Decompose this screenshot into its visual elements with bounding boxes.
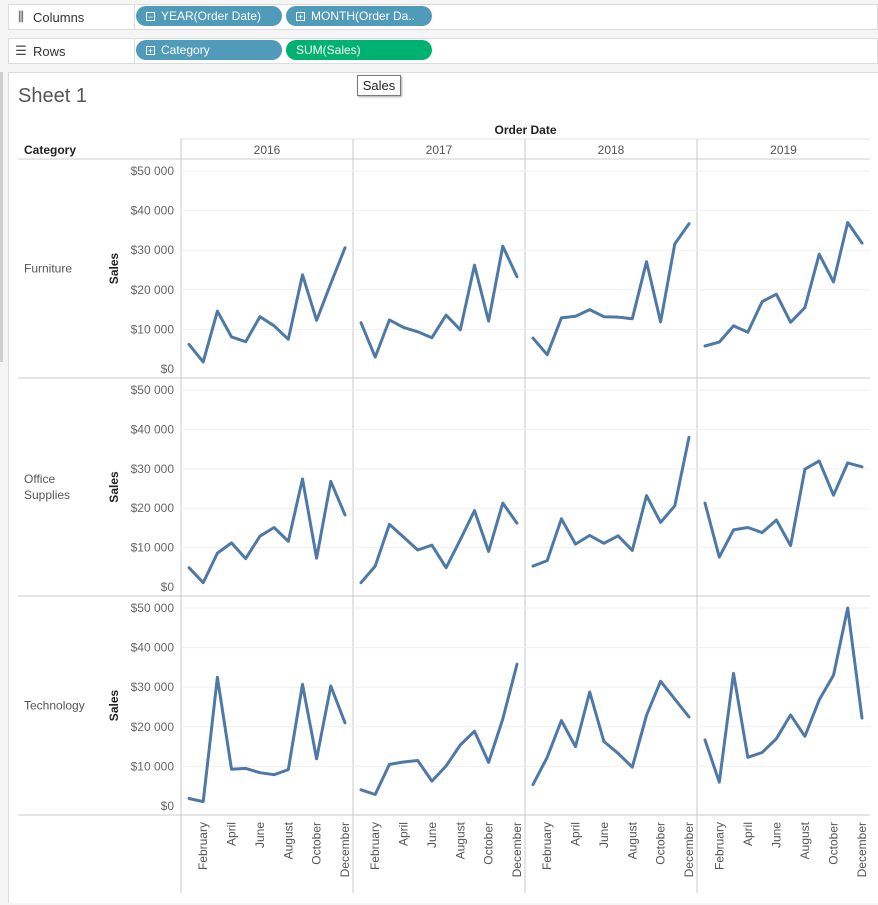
y-axis-title: Sales — [107, 689, 121, 721]
y-tick-label: $30 000 — [131, 462, 175, 476]
x-tick-label: February — [712, 822, 726, 870]
x-tick-label: June — [253, 822, 267, 848]
y-tick-label: $20 000 — [131, 283, 175, 297]
x-tick-label: April — [569, 822, 583, 846]
pill-year-order-date[interactable]: − YEAR(Order Date) — [136, 6, 282, 26]
x-tick-label: August — [281, 821, 295, 859]
sales-line-office-supplies-2019 — [703, 459, 864, 559]
sales-line-furniture-2019 — [703, 221, 864, 348]
rows-shelf-label: ☰ Rows — [9, 39, 135, 63]
collapse-icon[interactable]: − — [146, 11, 155, 22]
sales-line-technology-2017 — [359, 662, 519, 796]
tooltip: Sales — [357, 75, 401, 96]
x-tick-label: April — [225, 822, 239, 846]
sales-line-furniture-2017 — [359, 244, 519, 359]
y-tick-label: $40 000 — [131, 641, 175, 655]
y-tick-label: $20 000 — [131, 501, 175, 515]
sheet-title: Sheet 1 — [18, 85, 87, 107]
x-tick-label: April — [397, 822, 411, 846]
year-header-2019: 2019 — [770, 143, 797, 157]
sales-line-office-supplies-2017 — [359, 501, 519, 585]
category-label: Technology — [24, 699, 85, 713]
row-header-title: Category — [24, 143, 76, 157]
y-tick-label: $40 000 — [131, 204, 175, 218]
pill-label: MONTH(Order Da.. — [311, 9, 416, 23]
rows-icon: ☰ — [15, 43, 27, 58]
y-tick-label: $20 000 — [131, 720, 175, 734]
pill-category[interactable]: + Category — [136, 40, 282, 60]
sales-line-office-supplies-2016 — [187, 477, 347, 585]
x-tick-label: October — [482, 822, 496, 865]
y-tick-label: $50 000 — [131, 164, 175, 178]
y-tick-label: $0 — [161, 799, 175, 813]
expand-icon[interactable]: + — [146, 45, 155, 56]
x-tick-label: February — [368, 822, 382, 870]
pill-month-order-date[interactable]: + MONTH(Order Da.. — [286, 6, 432, 26]
category-label: Office — [24, 472, 55, 486]
sales-line-technology-2018 — [531, 679, 691, 787]
sales-line-technology-2019 — [703, 606, 864, 784]
x-tick-label: December — [855, 822, 869, 877]
x-tick-label: October — [826, 822, 840, 865]
y-tick-label: $30 000 — [131, 680, 175, 694]
year-header-2017: 2017 — [426, 143, 453, 157]
columns-shelf-label: ⫼ Columns — [9, 5, 135, 29]
x-tick-label: February — [540, 822, 554, 870]
y-tick-label: $50 000 — [131, 383, 175, 397]
x-tick-label: June — [425, 822, 439, 848]
y-tick-label: $10 000 — [131, 322, 175, 336]
y-tick-label: $30 000 — [131, 243, 175, 257]
pill-label: YEAR(Order Date) — [161, 9, 262, 23]
x-tick-label: June — [597, 822, 611, 848]
expand-icon[interactable]: + — [296, 11, 305, 22]
y-axis-title: Sales — [107, 252, 121, 284]
x-tick-label: October — [654, 822, 668, 865]
columns-icon: ⫼ — [18, 9, 24, 24]
y-tick-label: $40 000 — [131, 422, 175, 436]
pill-label: Category — [161, 43, 210, 57]
pill-sum-sales[interactable]: SUM(Sales) — [286, 40, 432, 60]
sales-line-furniture-2016 — [187, 246, 347, 364]
columns-label-text: Columns — [33, 9, 85, 25]
rows-label-text: Rows — [33, 43, 66, 59]
x-tick-label: October — [310, 822, 324, 865]
y-tick-label: $10 000 — [131, 541, 175, 555]
x-tick-label: June — [769, 822, 783, 848]
pill-label: SUM(Sales) — [296, 43, 361, 57]
year-header-2018: 2018 — [598, 143, 625, 157]
x-tick-label: August — [798, 821, 812, 859]
category-label: Supplies — [24, 488, 70, 502]
sales-line-technology-2016 — [187, 675, 347, 804]
category-label: Furniture — [24, 262, 72, 276]
y-axis-title: Sales — [107, 471, 121, 503]
y-tick-label: $0 — [161, 362, 175, 376]
sales-line-furniture-2018 — [531, 222, 691, 357]
x-tick-label: December — [338, 822, 352, 877]
year-header-2016: 2016 — [254, 143, 281, 157]
y-tick-label: $10 000 — [131, 759, 175, 773]
x-tick-label: December — [682, 822, 696, 877]
x-tick-label: August — [625, 821, 639, 859]
x-tick-label: August — [453, 821, 467, 859]
x-tick-label: February — [196, 822, 210, 870]
y-tick-label: $0 — [161, 580, 175, 594]
left-scroll-rail[interactable] — [0, 72, 3, 362]
sales-line-office-supplies-2018 — [531, 435, 691, 568]
column-header-title: Order Date — [494, 123, 556, 137]
x-tick-label: April — [741, 822, 755, 846]
x-tick-label: December — [510, 822, 524, 877]
y-tick-label: $50 000 — [131, 601, 175, 615]
